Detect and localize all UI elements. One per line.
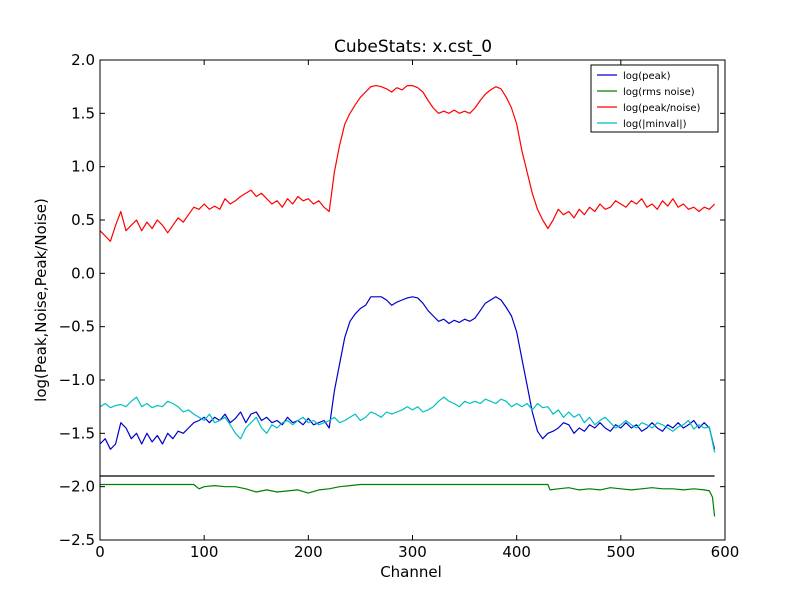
y-tick-label: 0.0 [71, 264, 95, 282]
series-line-2 [99, 84, 716, 242]
legend-label-0: log(peak) [623, 71, 671, 82]
legend-box [590, 64, 719, 133]
y-tick-label: 0.5 [71, 211, 95, 229]
x-tick-label: 600 [711, 543, 740, 561]
x-tick-label: 200 [294, 543, 323, 561]
y-tick-label: −2.5 [59, 531, 95, 549]
axes-background [100, 60, 725, 540]
x-axis-label: Channel [380, 563, 442, 581]
y-tick-label: −1.0 [59, 371, 95, 389]
y-tick-label: −2.0 [59, 478, 95, 496]
x-tick-label: 300 [398, 543, 427, 561]
y-tick-label: 1.5 [71, 104, 95, 122]
y-tick-label: −0.5 [59, 318, 95, 336]
plot-area: 0 100 200 300 400 500 600 2.0 1.5 1.0 0.5 0.0 −0.5 −1… [59, 51, 740, 561]
x-tick-label: 0 [95, 543, 105, 561]
y-tick-label: 2.0 [71, 51, 95, 69]
x-tick-label: 100 [190, 543, 219, 561]
x-tick-label: 500 [607, 543, 636, 561]
legend-label-2: log(peak/noise) [623, 103, 701, 114]
ticks-layer: 0 100 200 300 400 500 600 2.0 1.5 1.0 0.5 0.0 −0.5 −1… [59, 51, 740, 561]
legend-label-3: log(|minval|) [623, 119, 687, 130]
series-line-1 [100, 483, 716, 517]
series-line-0 [99, 296, 716, 450]
series-layer [99, 84, 716, 517]
legend: log(peak) log(rms noise) log(peak/noise) lo… [590, 64, 719, 133]
y-tick-label: 1.0 [71, 158, 95, 176]
legend-label-1: log(rms noise) [623, 87, 695, 98]
x-tick-label: 400 [502, 543, 531, 561]
y-axis-label: log(Peak,Noise,Peak/Noise) [32, 198, 50, 402]
chart-title: CubeStats: x.cst_0 [334, 37, 492, 57]
y-tick-label: −1.5 [59, 424, 95, 442]
series-line-3 [99, 396, 716, 453]
